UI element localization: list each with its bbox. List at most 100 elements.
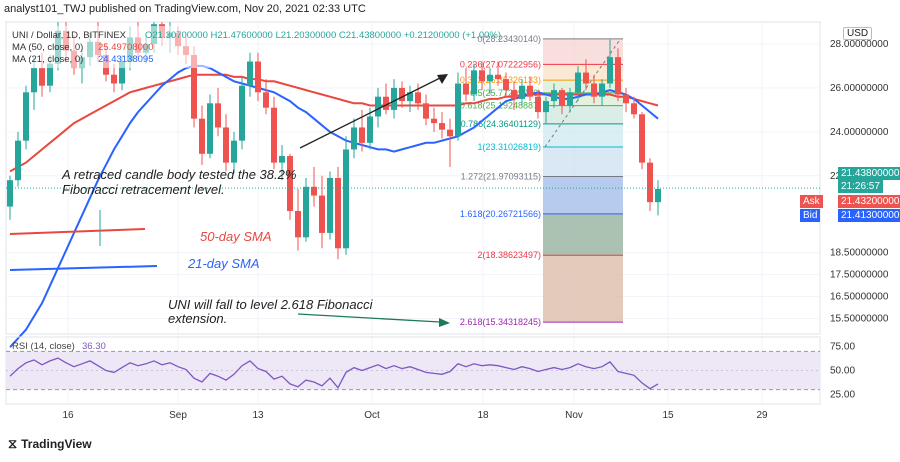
sma21-label: 21-day SMA bbox=[187, 256, 260, 271]
candle-body bbox=[399, 87, 405, 102]
rsi-tick-label: 25.00 bbox=[830, 389, 855, 400]
candle-body bbox=[615, 57, 621, 95]
candle-body bbox=[575, 72, 581, 93]
retrace-annotation-line1: A retraced candle body tested the 38.2% bbox=[61, 167, 296, 182]
candle-body bbox=[543, 101, 549, 113]
ma50-line bbox=[9, 73, 659, 173]
candle-body bbox=[263, 92, 269, 108]
tradingview-logo[interactable]: ⧖ TradingView bbox=[8, 436, 92, 452]
candle-body bbox=[215, 103, 221, 128]
candle-body bbox=[327, 178, 333, 233]
fib-level-label: 0.382(26.35326133) bbox=[460, 75, 541, 85]
time-tick-label: Nov bbox=[565, 410, 583, 421]
rsi-line bbox=[9, 357, 659, 390]
legend-ma50-value: 25.49708000 bbox=[98, 42, 153, 53]
candle-body bbox=[359, 127, 365, 143]
ask-price-badge: 21.43200000 bbox=[838, 195, 900, 208]
candle-body bbox=[295, 210, 301, 238]
time-tick-label: 29 bbox=[756, 410, 768, 421]
fall-annotation-line2: extension. bbox=[168, 311, 227, 326]
sma50-sample-line bbox=[9, 228, 146, 235]
fib-zone bbox=[543, 213, 623, 256]
candle-body bbox=[367, 116, 373, 143]
time-axis[interactable]: 16 Sep 13 Oct 18 Nov 15 29 bbox=[6, 403, 820, 421]
candle-body bbox=[631, 103, 637, 115]
candle-body bbox=[351, 127, 357, 150]
candle-body bbox=[15, 140, 21, 181]
legend-ma21-label: MA (21, close, 0) bbox=[12, 54, 83, 65]
sma21-sample-line bbox=[9, 265, 158, 271]
moving-averages bbox=[9, 64, 659, 348]
rsi-panel: 75.00 50.00 25.00 RSI (14, close) 36.30 bbox=[5, 336, 855, 405]
candle-body bbox=[535, 96, 541, 113]
last-price-badge: 21.43800000 bbox=[838, 167, 900, 180]
candle-body bbox=[551, 90, 557, 102]
candle-body bbox=[559, 90, 565, 106]
candle-body bbox=[591, 83, 597, 97]
rsi-tick-label: 75.00 bbox=[830, 342, 855, 353]
fall-arrow-line bbox=[297, 313, 441, 323]
candle-body bbox=[239, 85, 245, 141]
currency-label[interactable]: USD bbox=[843, 27, 873, 40]
rsi-value: 36.30 bbox=[82, 341, 106, 352]
bid-tag: Bid bbox=[800, 209, 821, 222]
candle-body bbox=[527, 85, 533, 97]
countdown-badge: 21:26:57 bbox=[838, 180, 883, 193]
fib-level-label: 0(28.23430140) bbox=[477, 34, 541, 44]
candle-body bbox=[503, 79, 509, 91]
candle-body bbox=[199, 118, 205, 154]
candle-body bbox=[511, 90, 517, 99]
candle-body bbox=[567, 92, 573, 106]
candle-body bbox=[495, 74, 501, 80]
legend-ma21-value: 24.43138095 bbox=[98, 54, 153, 65]
candle-body bbox=[647, 162, 653, 203]
fib-zone bbox=[543, 176, 623, 214]
candle-body bbox=[447, 129, 453, 137]
rsi-tick-label: 50.00 bbox=[830, 366, 855, 377]
fib-level-label: 1.618(20.26721566) bbox=[460, 209, 541, 219]
trend-arrow-line bbox=[299, 77, 441, 149]
candle-body bbox=[487, 74, 493, 82]
candle-body bbox=[599, 83, 605, 97]
candle-body bbox=[455, 83, 461, 137]
candle-body bbox=[319, 195, 325, 233]
candle-body bbox=[223, 127, 229, 163]
candle-body bbox=[415, 92, 421, 104]
candle-body bbox=[335, 178, 341, 249]
bid-price-badge: 21.41300000 bbox=[838, 209, 900, 222]
price-tick-label: 24.00000000 bbox=[830, 127, 889, 138]
candle-body bbox=[191, 54, 197, 119]
legend-ma50-label: MA (50, close, 0) bbox=[12, 42, 83, 53]
candle-body bbox=[375, 96, 381, 117]
candle-body bbox=[47, 63, 53, 86]
fib-level-label: 0.5(25.77209766) bbox=[470, 88, 541, 98]
candle-body bbox=[583, 72, 589, 84]
candle-body bbox=[271, 107, 277, 163]
fib-level-label: 0.236(27.07222956) bbox=[460, 59, 541, 69]
candle-body bbox=[111, 74, 117, 84]
ask-tag: Ask bbox=[800, 195, 823, 208]
price-tick-label: 18.50000000 bbox=[830, 248, 889, 259]
candle-body bbox=[423, 103, 429, 119]
candle-body bbox=[247, 61, 253, 86]
fib-zone bbox=[543, 123, 623, 148]
legend-symbol: UNI / Dollar, 1D, BITFINEX bbox=[12, 30, 127, 41]
grid bbox=[5, 21, 821, 404]
candle-body bbox=[39, 68, 45, 86]
legend-backdrop bbox=[8, 26, 213, 68]
price-tick-label: 16.50000000 bbox=[830, 292, 889, 303]
price-tick-label: 28.00000000 bbox=[830, 39, 889, 50]
annotations: UNI / Dollar, 1D, BITFINEX O21.30700000 H… bbox=[8, 26, 501, 327]
candle-body bbox=[407, 92, 413, 102]
price-tick-label: 17.50000000 bbox=[830, 270, 889, 281]
time-tick-label: 16 bbox=[62, 410, 74, 421]
candle-body bbox=[639, 114, 645, 163]
fib-level-label: 2.618(15.34318245) bbox=[460, 317, 541, 327]
tradingview-brand: TradingView bbox=[21, 437, 92, 451]
candle-body bbox=[119, 61, 125, 84]
candle-body bbox=[519, 85, 525, 99]
candle-body bbox=[655, 188, 661, 203]
candle-body bbox=[383, 96, 389, 110]
